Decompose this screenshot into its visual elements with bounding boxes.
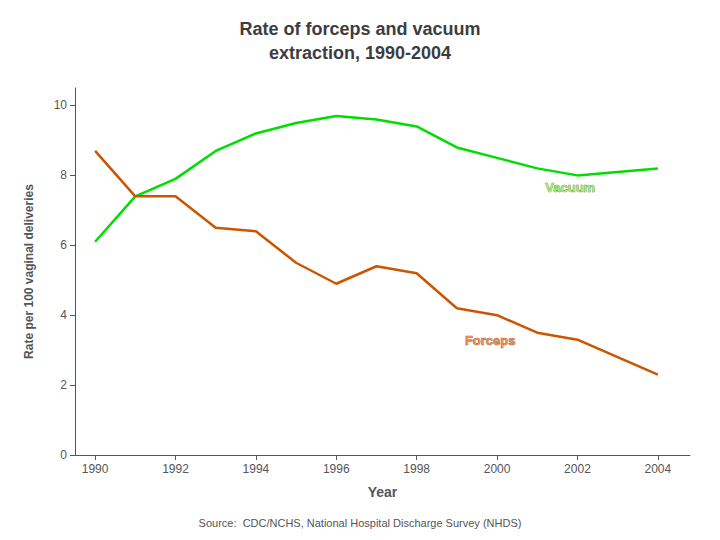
svg-text:2000: 2000: [484, 462, 511, 476]
svg-text:2004: 2004: [644, 462, 671, 476]
svg-text:1992: 1992: [162, 462, 189, 476]
svg-text:8: 8: [60, 168, 67, 182]
svg-text:Source: CDC/NCHS, National Ho: Source: CDC/NCHS, National Hospital Disc…: [199, 517, 522, 529]
svg-text:1994: 1994: [243, 462, 270, 476]
svg-text:Year: Year: [368, 484, 398, 500]
svg-text:Rate per 100 vaginal deliverie: Rate per 100 vaginal deliveries: [22, 184, 36, 359]
svg-text:2002: 2002: [564, 462, 591, 476]
svg-text:6: 6: [60, 238, 67, 252]
svg-text:1998: 1998: [403, 462, 430, 476]
svg-text:10: 10: [54, 98, 68, 112]
svg-text:extraction, 1990-2004: extraction, 1990-2004: [269, 43, 451, 63]
svg-text:1996: 1996: [323, 462, 350, 476]
svg-text:1990: 1990: [82, 462, 109, 476]
svg-text:0: 0: [60, 448, 67, 462]
svg-text:Forceps: Forceps: [465, 333, 516, 348]
svg-text:2: 2: [60, 378, 67, 392]
svg-text:Vacuum: Vacuum: [545, 180, 595, 195]
svg-text:4: 4: [60, 308, 67, 322]
svg-text:Rate of forceps and vacuum: Rate of forceps and vacuum: [239, 19, 480, 39]
